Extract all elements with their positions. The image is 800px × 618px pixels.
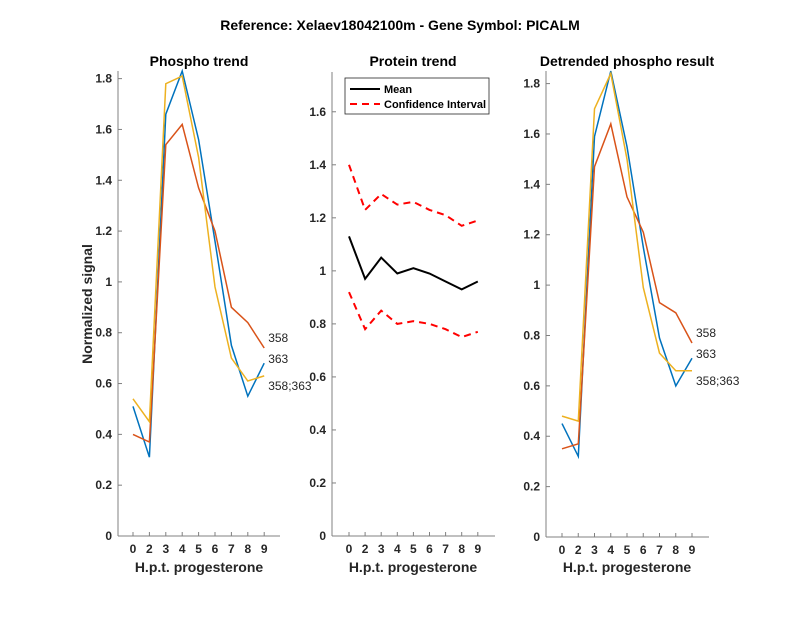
series-end-labels: 363 358 358;363 bbox=[268, 331, 312, 393]
figure-title: Reference: Xelaev18042100m - Gene Symbol… bbox=[220, 17, 580, 33]
x-tick-label: 6 bbox=[426, 542, 433, 556]
x-tick-label: 8 bbox=[458, 542, 465, 556]
x-tick-label: 4 bbox=[607, 543, 614, 557]
y-tick-label: 1 bbox=[105, 275, 112, 289]
x-tick-label: 9 bbox=[474, 542, 481, 556]
axes-title: Phospho trend bbox=[150, 53, 249, 69]
x-axis-label: H.p.t. progesterone bbox=[563, 559, 692, 575]
x-tick-label: 2 bbox=[146, 542, 153, 556]
y-tick-label: 1.4 bbox=[95, 173, 112, 187]
y-tick-label: 0 bbox=[533, 530, 540, 544]
x-tick-label: 3 bbox=[162, 542, 169, 556]
x-tick-label: 6 bbox=[640, 543, 647, 557]
axes-phospho-trend: Phospho trend H.p.t. progesterone Normal… bbox=[79, 53, 312, 575]
y-tick-label: 0.8 bbox=[523, 328, 540, 342]
x-tick-label: 9 bbox=[689, 543, 696, 557]
y-tick-label: 1.4 bbox=[523, 177, 540, 191]
x-tick-label: 8 bbox=[672, 543, 679, 557]
series-end-label: 363 bbox=[268, 352, 288, 366]
series-end-label: 358 bbox=[696, 326, 716, 340]
x-axis-label: H.p.t. progesterone bbox=[349, 559, 478, 575]
x-tick-label: 0 bbox=[130, 542, 137, 556]
x-tick-label: 7 bbox=[442, 542, 449, 556]
y-tick-label: 1.4 bbox=[309, 158, 326, 172]
series-line-confidence-interval bbox=[348, 164, 479, 227]
x-tick-label: 2 bbox=[362, 542, 369, 556]
y-tick-label: 1.6 bbox=[523, 127, 540, 141]
legend-label-mean: Mean bbox=[384, 84, 412, 96]
axes-protein-trend: Protein trend H.p.t. progesterone 0 0.2 0.… bbox=[309, 53, 495, 575]
series-end-label: 358;363 bbox=[268, 379, 312, 393]
y-tick-label: 0.6 bbox=[95, 377, 112, 391]
y-tick-label: 0.6 bbox=[309, 370, 326, 384]
series-line-358-363 bbox=[561, 71, 692, 423]
x-tick-label: 3 bbox=[591, 543, 598, 557]
x-tick-label: 0 bbox=[559, 543, 566, 557]
axis-ticks: 00.20.40.60.811.21.41.61.80 2 3 4 5 6 7 8 9 bbox=[523, 71, 709, 557]
y-tick-label: 1.8 bbox=[523, 77, 540, 91]
x-tick-label: 5 bbox=[410, 542, 417, 556]
axis-ticks: 00.20.40.60.811.21.41.60 2 3 4 5 6 7 8 9 bbox=[309, 72, 495, 556]
y-tick-label: 0.2 bbox=[309, 476, 326, 490]
x-tick-label: 2 bbox=[575, 543, 582, 557]
y-tick-label: 0 bbox=[319, 529, 326, 543]
y-tick-label: 1.2 bbox=[309, 211, 326, 225]
y-tick-label: 1.2 bbox=[95, 224, 112, 238]
series-line-mean bbox=[348, 236, 479, 291]
y-tick-label: 1 bbox=[319, 264, 326, 278]
series-lines bbox=[132, 68, 265, 458]
x-tick-label: 3 bbox=[378, 542, 385, 556]
y-tick-label: 0.4 bbox=[95, 427, 112, 441]
y-tick-label: 1.6 bbox=[95, 122, 112, 136]
y-tick-label: 0.4 bbox=[523, 429, 540, 443]
series-line-confidence-interval-lower- bbox=[348, 291, 479, 339]
y-tick-label: 1.6 bbox=[309, 105, 326, 119]
series-end-label: 358 bbox=[268, 331, 288, 345]
y-tick-label: 0 bbox=[105, 529, 112, 543]
x-tick-label: 4 bbox=[179, 542, 186, 556]
legend-label-ci: Confidence Interval bbox=[384, 99, 486, 111]
x-tick-label: 9 bbox=[261, 542, 268, 556]
y-tick-label: 1.2 bbox=[523, 228, 540, 242]
series-line-363 bbox=[132, 68, 265, 458]
y-tick-label: 0.8 bbox=[309, 317, 326, 331]
y-tick-label: 0.2 bbox=[523, 480, 540, 494]
y-tick-label: 0.8 bbox=[95, 326, 112, 340]
y-tick-label: 0.2 bbox=[95, 478, 112, 492]
series-line-358-363 bbox=[132, 75, 265, 424]
x-tick-label: 0 bbox=[346, 542, 353, 556]
x-tick-label: 5 bbox=[195, 542, 202, 556]
y-tick-label: 1.8 bbox=[95, 72, 112, 86]
legend: Mean Confidence Interval bbox=[344, 77, 490, 115]
y-tick-label: 1 bbox=[533, 278, 540, 292]
axes-detrended-phospho-result: Detrended phospho result H.p.t. progeste… bbox=[523, 53, 739, 575]
x-tick-label: 4 bbox=[394, 542, 401, 556]
series-end-label: 363 bbox=[696, 347, 716, 361]
y-tick-label: 0.4 bbox=[309, 423, 326, 437]
series-end-label: 358;363 bbox=[696, 374, 740, 388]
x-tick-label: 8 bbox=[244, 542, 251, 556]
y-axis-label: Normalized signal bbox=[79, 244, 95, 364]
legend-box bbox=[344, 77, 490, 115]
series-line-358 bbox=[561, 121, 693, 450]
axes-title: Protein trend bbox=[369, 53, 456, 69]
x-axis-label: H.p.t. progesterone bbox=[135, 559, 264, 575]
axes-title: Detrended phospho result bbox=[540, 53, 715, 69]
y-tick-label: 0.6 bbox=[523, 379, 540, 393]
series-end-labels: 363 358 358;363 bbox=[696, 326, 740, 388]
x-tick-label: 7 bbox=[228, 542, 235, 556]
series-lines bbox=[348, 164, 479, 339]
series-lines bbox=[561, 70, 693, 460]
x-tick-label: 5 bbox=[624, 543, 631, 557]
x-tick-label: 7 bbox=[656, 543, 663, 557]
axis-ticks: 00.20.40.60.811.21.41.61.80 2 3 4 5 6 7 8 9 bbox=[95, 71, 280, 556]
x-tick-label: 6 bbox=[212, 542, 219, 556]
series-line-358 bbox=[132, 122, 265, 444]
